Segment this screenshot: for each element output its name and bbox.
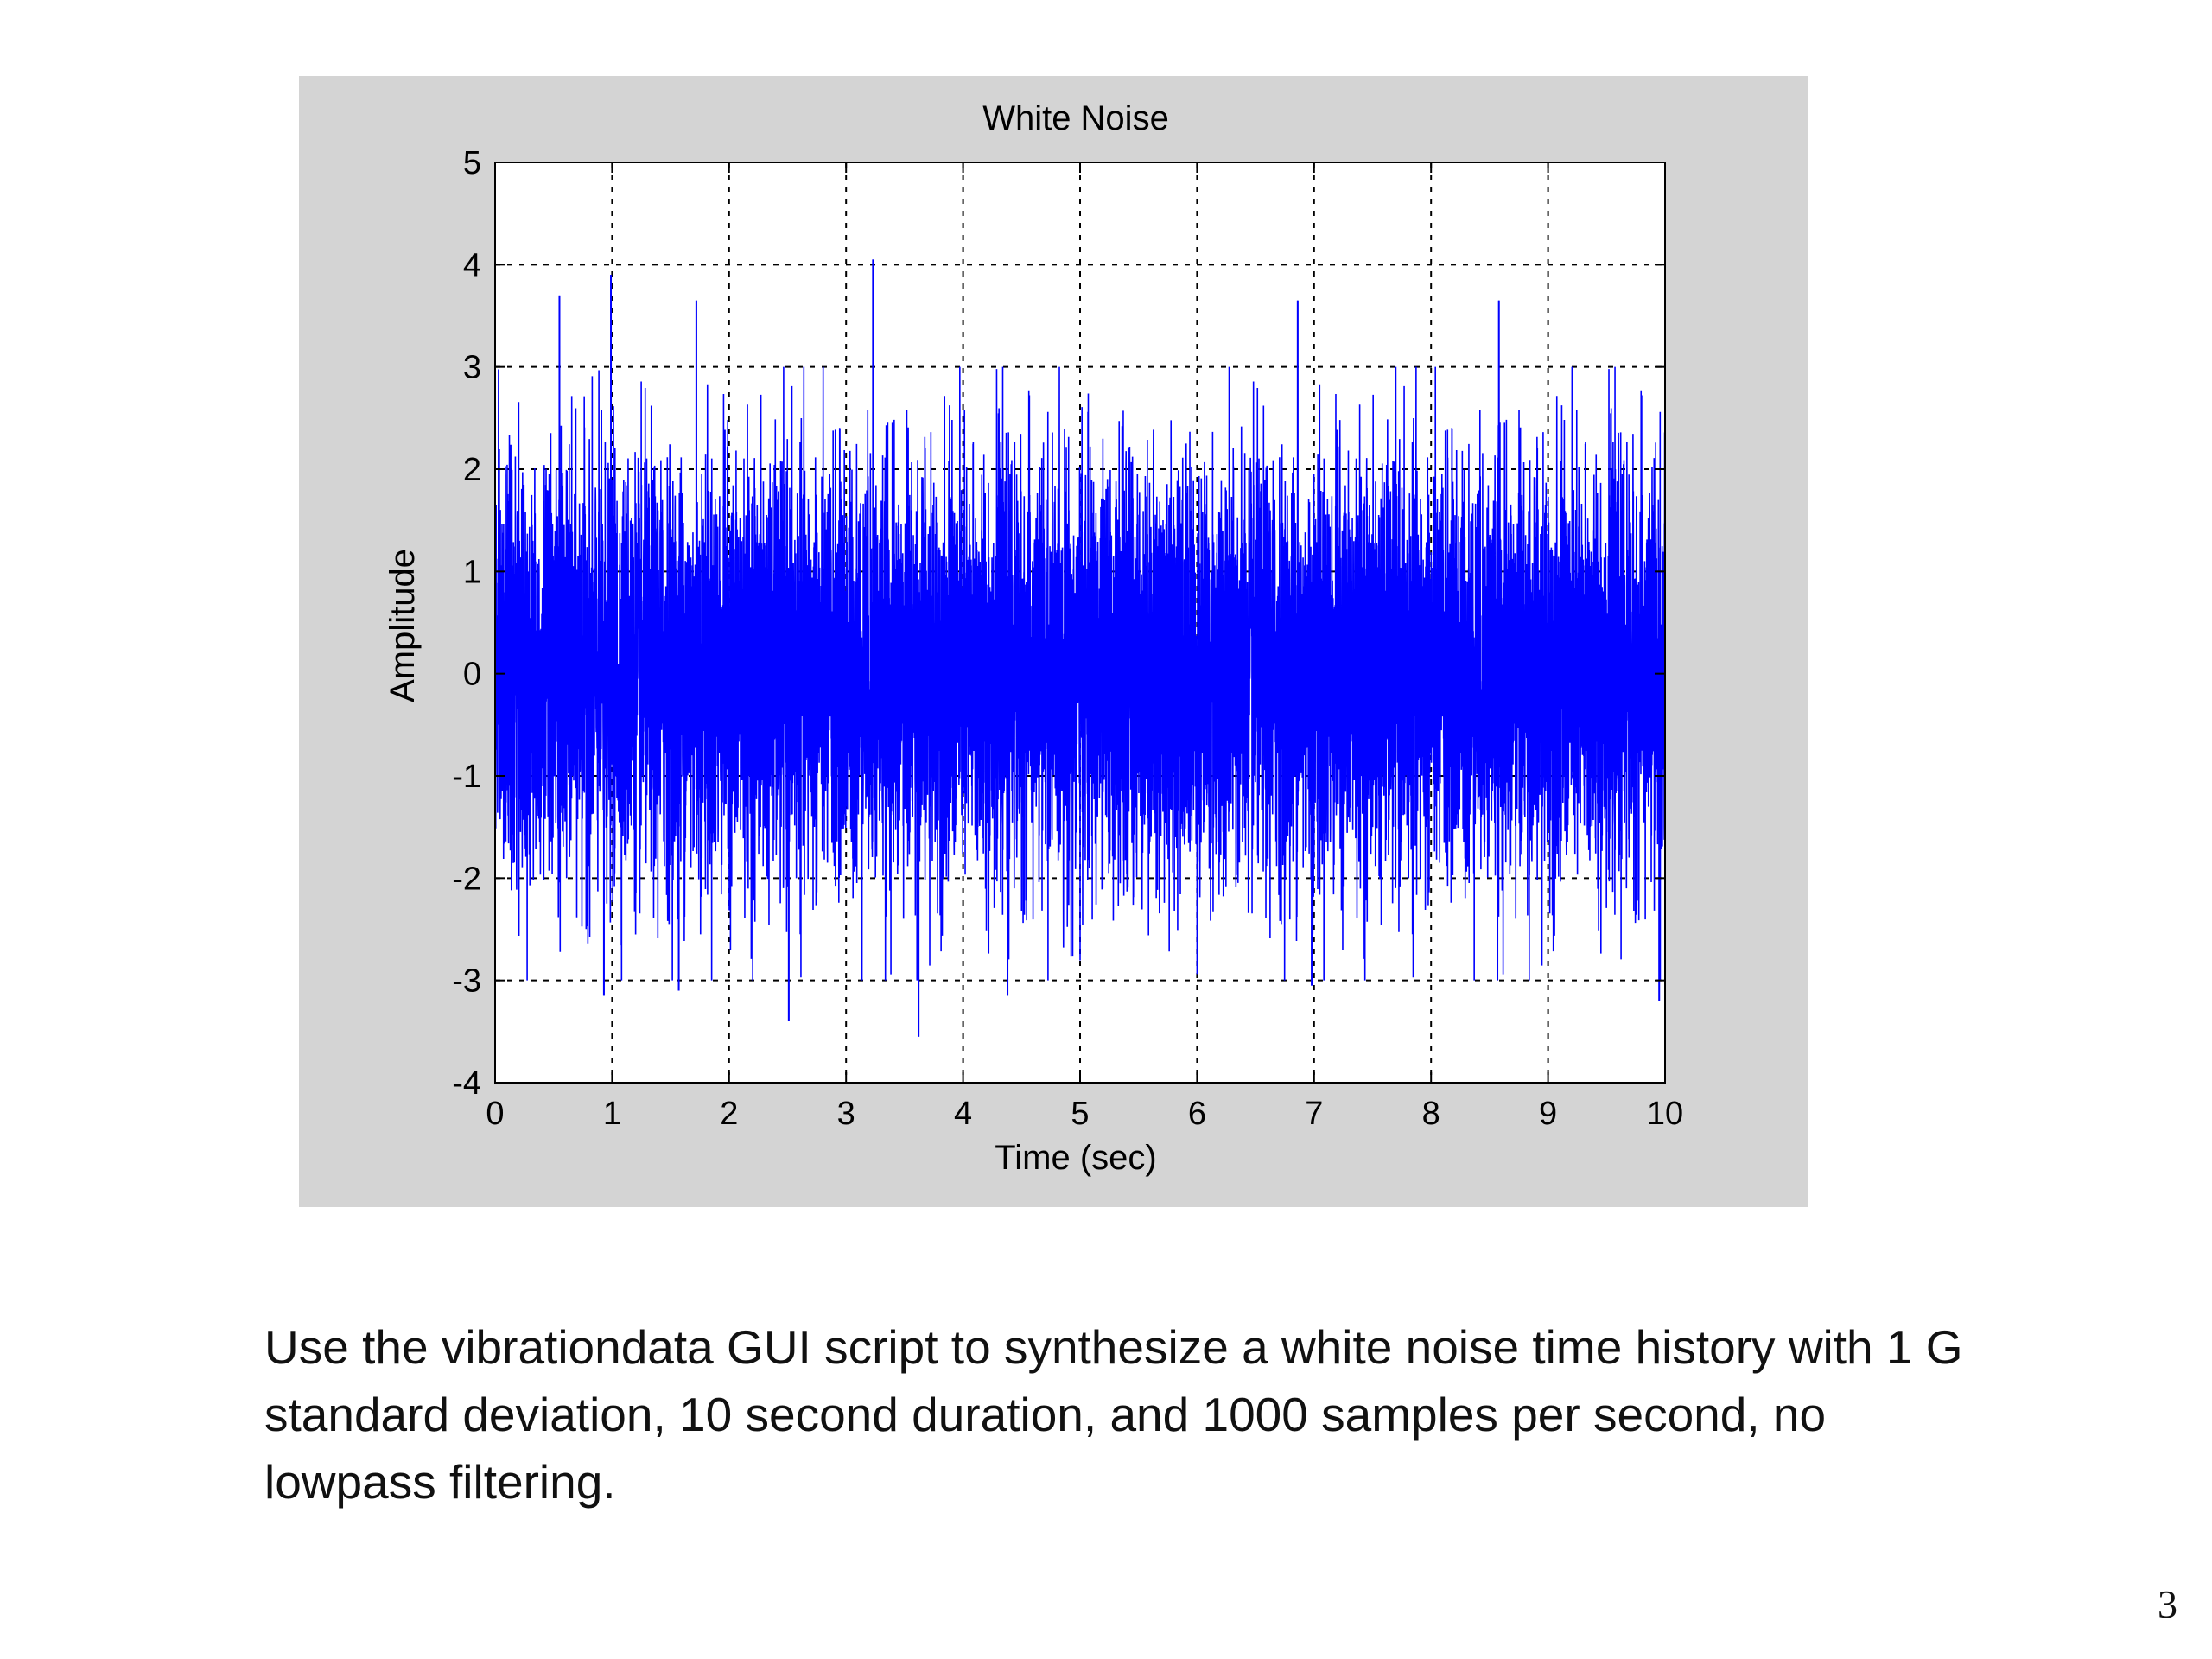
figure-panel: White Noise Amplitude Time (sec) 0 1 2 3 4 5 6…	[299, 76, 1808, 1207]
x-tick-label: 6	[1188, 1096, 1206, 1132]
slide-caption: Use the vibrationdata GUI script to synt…	[264, 1320, 1963, 1509]
x-tick-label: 4	[954, 1096, 972, 1132]
x-axis-label: Time (sec)	[995, 1139, 1156, 1177]
y-tick-label: 1	[463, 554, 481, 590]
ticks-layer: 0 1 2 3 4 5 6 7 8 9 10 -4 -3 -2 -1 0 1 2 3 4 5	[452, 145, 1683, 1132]
y-tick-label: 3	[463, 350, 481, 386]
x-tick-label: 5	[1071, 1096, 1089, 1132]
y-tick-label: -1	[452, 759, 481, 795]
y-tick-label: 5	[463, 145, 481, 181]
y-tick-label: -3	[452, 963, 481, 1000]
x-tick-label: 2	[720, 1096, 738, 1132]
x-tick-label: 1	[603, 1096, 621, 1132]
x-tick-label: 9	[1539, 1096, 1557, 1132]
white-noise-chart: White Noise Amplitude Time (sec) 0 1 2 3 4 5 6…	[384, 99, 1683, 1177]
x-tick-label: 10	[1647, 1096, 1683, 1132]
y-tick-label: 2	[463, 452, 481, 488]
x-tick-label: 8	[1422, 1096, 1440, 1132]
x-tick-label: 3	[837, 1096, 855, 1132]
y-tick-label: -2	[452, 861, 481, 897]
x-tick-label: 0	[486, 1096, 504, 1132]
y-tick-label: 0	[463, 657, 481, 693]
y-tick-label: 4	[463, 247, 481, 283]
page-number: 3	[2158, 1582, 2177, 1626]
noise-series-line	[494, 259, 1666, 1037]
y-tick-label: -4	[452, 1065, 481, 1102]
y-axis-label: Amplitude	[384, 549, 422, 702]
x-tick-label: 7	[1305, 1096, 1323, 1132]
chart-title: White Noise	[982, 99, 1169, 137]
